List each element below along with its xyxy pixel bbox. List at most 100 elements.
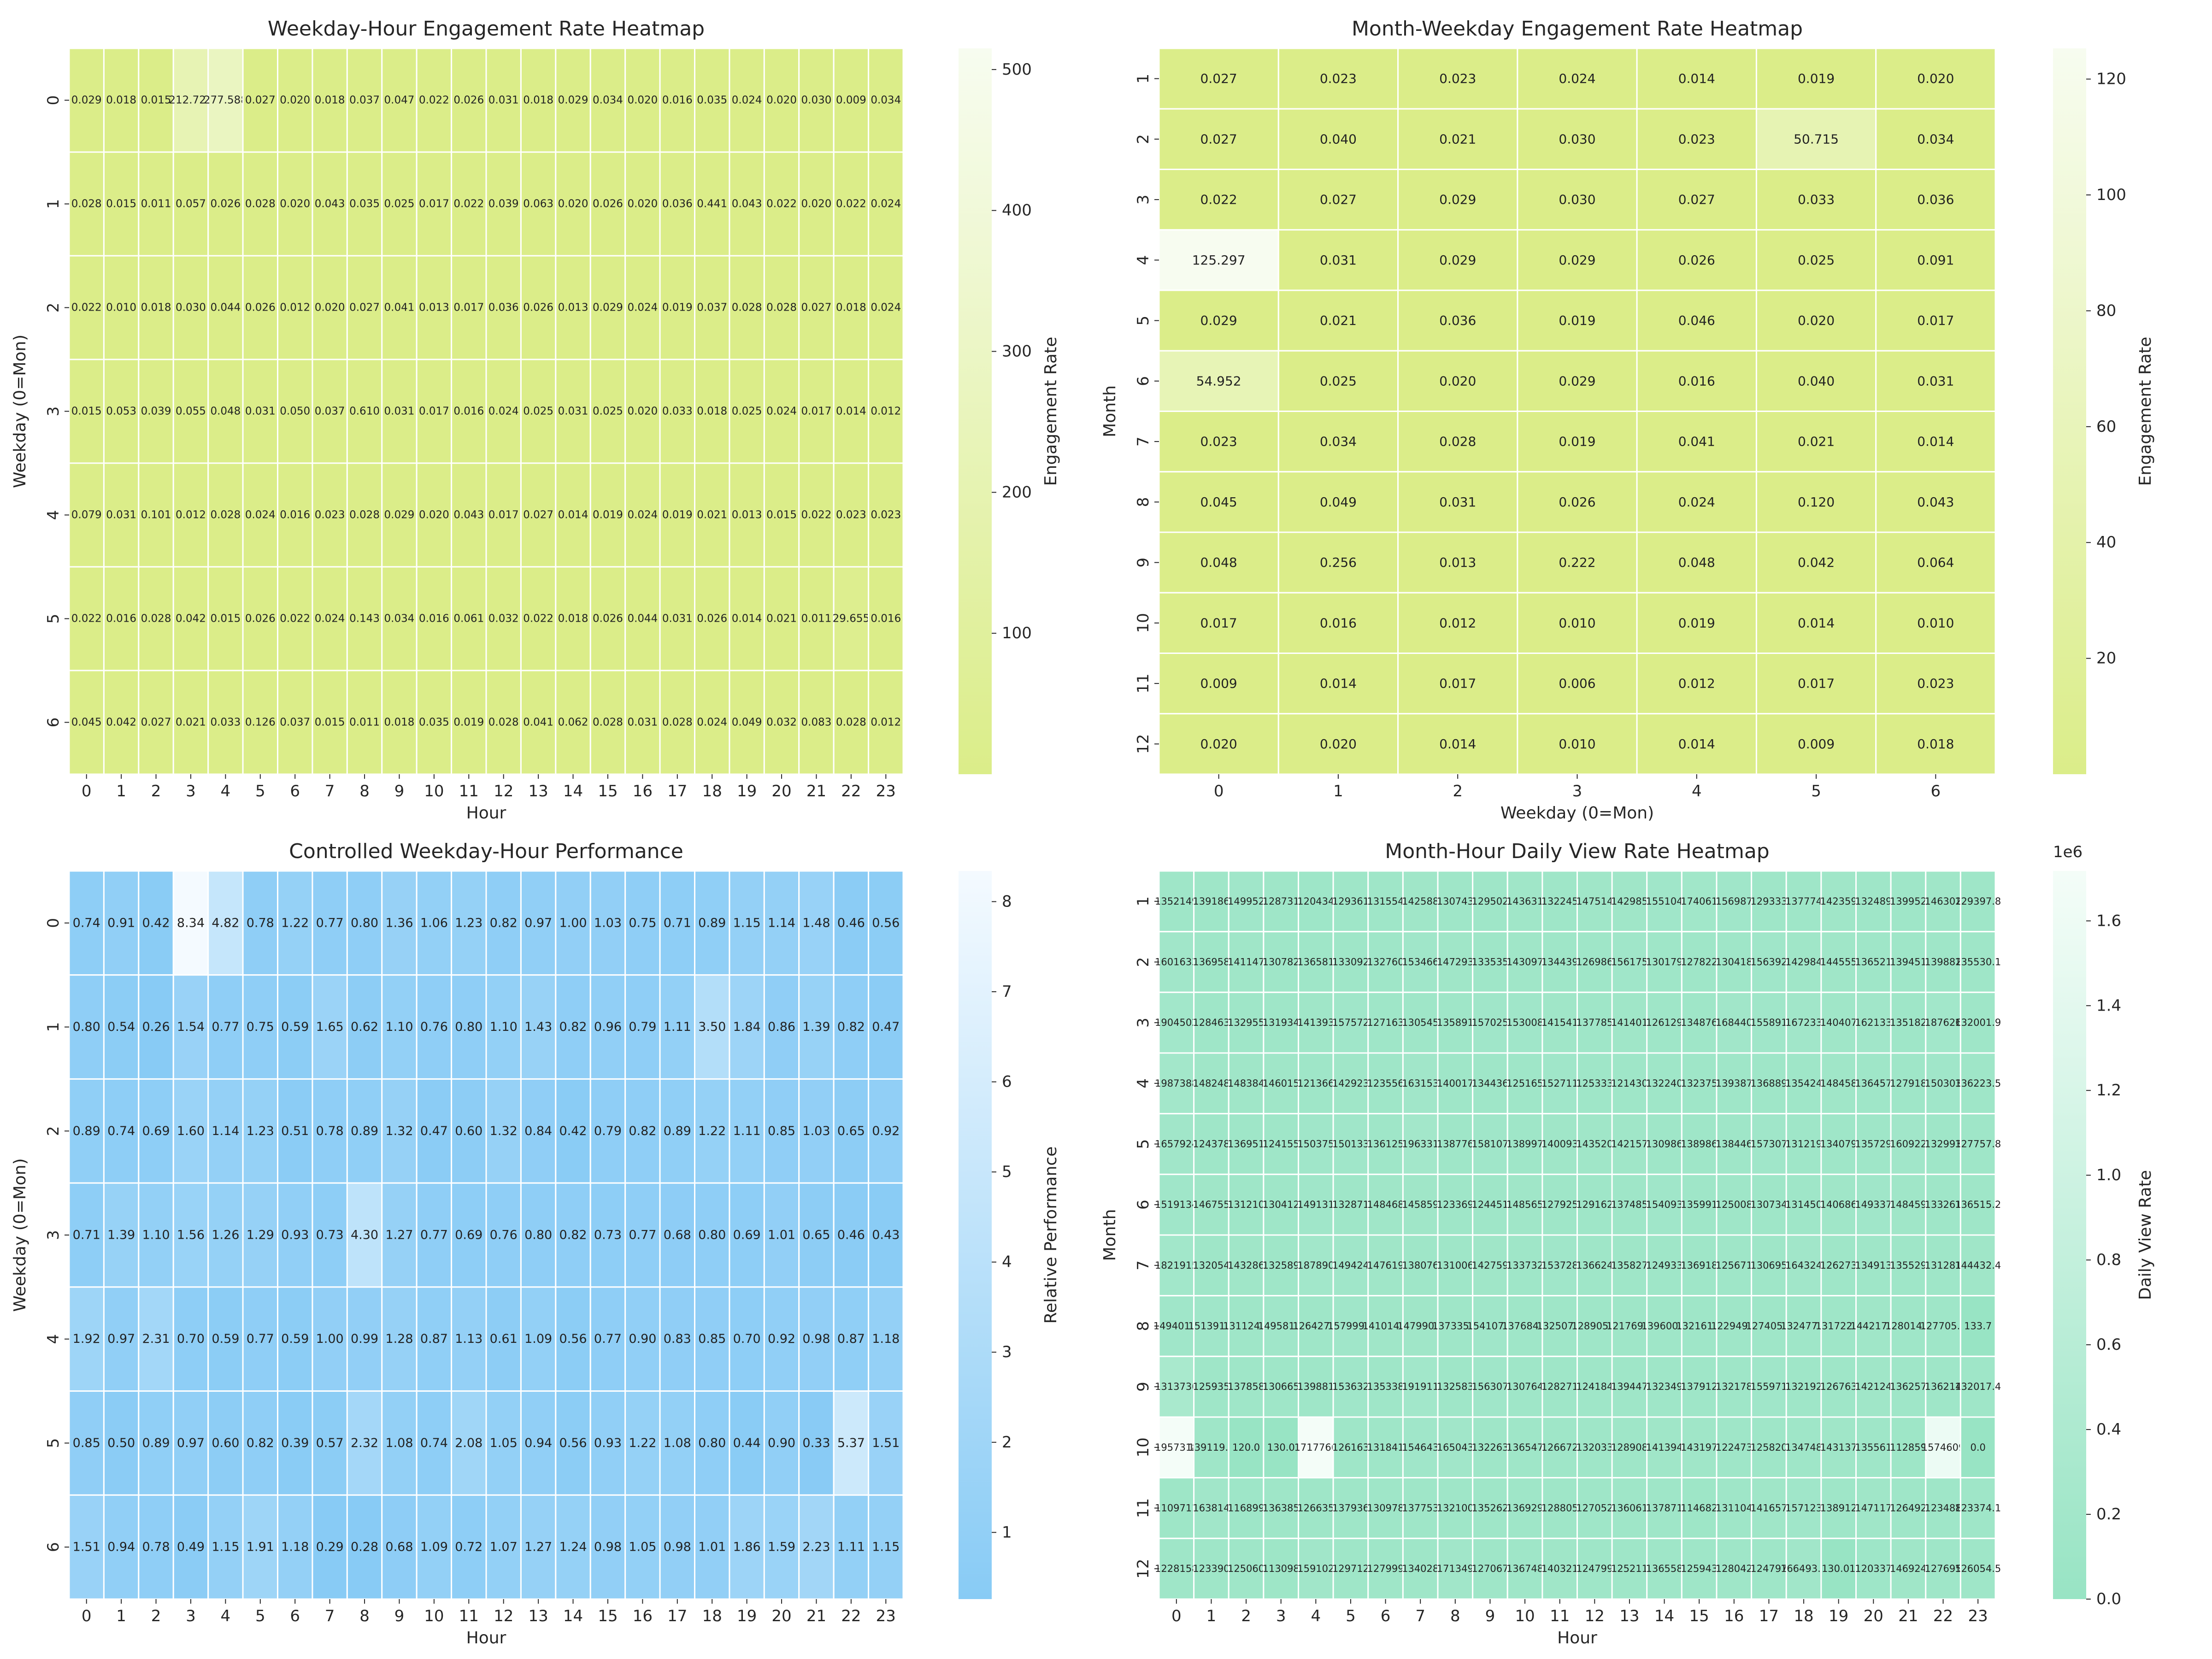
cell-value-label: 0.222	[1559, 555, 1595, 570]
cell-value-label: 0.012	[1678, 676, 1715, 691]
heatmap-cell	[1875, 108, 1996, 170]
cell-value-label: 130782	[1263, 957, 1300, 968]
cell-value-label: 154643	[1402, 1442, 1439, 1453]
heatmap-cell	[868, 151, 904, 257]
cell-value-label: 0.016	[1678, 373, 1715, 388]
cell-value-label: 124184	[1576, 1381, 1613, 1392]
cell-value-label: 125060	[1228, 1563, 1265, 1574]
cell-value-label: 0.73	[316, 1228, 344, 1242]
cell-value-label: 139387	[1716, 1078, 1753, 1089]
cell-value-label: 0.77	[629, 1228, 656, 1242]
y-tick-label: 4	[1134, 255, 1153, 265]
heatmap-cell	[1577, 1173, 1613, 1236]
heatmap-cell	[1820, 870, 1857, 933]
cell-value-label: 0.82	[559, 1020, 587, 1034]
cell-value-label: 0.034	[871, 94, 901, 106]
heatmap-cell	[103, 1286, 140, 1392]
heatmap-cell	[1890, 1052, 1927, 1115]
heatmap-cell	[1646, 1052, 1683, 1115]
x-tick-label: 19	[1829, 1607, 1848, 1625]
colorbar-tick-label: 1.6	[2096, 912, 2121, 930]
cell-value-label: 135424	[1785, 1078, 1822, 1089]
heatmap-cell	[1298, 1355, 1334, 1418]
cell-value-label: 0.85	[698, 1332, 726, 1346]
cell-value-label: 144217.8	[1850, 1321, 1896, 1332]
heatmap-cell	[103, 1182, 140, 1288]
cell-value-label: 1.15	[212, 1540, 239, 1554]
cell-value-label: 0.020	[1917, 71, 1954, 86]
cell-value-label: 162133	[1855, 1017, 1892, 1028]
cell-value-label: 0.023	[871, 509, 901, 521]
heatmap-cell	[1785, 931, 1822, 993]
heatmap-cell	[416, 1286, 453, 1392]
cell-value-label: 0.040	[1320, 131, 1357, 147]
cell-value-label: 1313736	[1155, 1381, 1198, 1392]
heatmap-cell	[589, 670, 626, 775]
cell-value-label: 123369	[1437, 1199, 1474, 1210]
heatmap-cell	[103, 151, 140, 257]
heatmap-cell	[1541, 1416, 1578, 1479]
heatmap-cell	[1277, 471, 1399, 533]
cell-value-label: 0.012	[871, 717, 901, 729]
cell-value-label: 136929	[1506, 1503, 1543, 1514]
cell-value-label: 0.70	[177, 1332, 205, 1346]
cell-value-label: 124797	[1750, 1563, 1787, 1574]
heatmap-cell	[624, 151, 661, 257]
colorbar-tick-label: 100	[1002, 624, 1032, 642]
cell-value-label: 0.82	[490, 916, 518, 930]
cell-value-label: 130986	[1646, 1139, 1683, 1150]
cell-value-label: 0.89	[664, 1124, 691, 1138]
cell-value-label: 140407	[1820, 1017, 1857, 1028]
heatmap-cell	[1875, 411, 1996, 473]
heatmap-cell	[868, 670, 904, 775]
heatmap-cell	[485, 566, 522, 671]
heatmap-cell	[694, 1182, 730, 1288]
y-tick-label: 6	[1134, 1200, 1153, 1210]
heatmap-cell	[1875, 653, 1996, 715]
cell-value-label: 167233	[1785, 1017, 1822, 1028]
heatmap-cell	[1263, 1416, 1299, 1479]
y-tick-label: 5	[1134, 316, 1153, 326]
cell-value-label: 0.043	[1917, 494, 1954, 510]
cell-value-label: 0.031	[1439, 494, 1476, 510]
heatmap-cell	[798, 151, 835, 257]
heatmap-cell	[1541, 1355, 1578, 1418]
cell-value-label: 0.083	[801, 717, 832, 729]
cell-value-label: 0.83	[664, 1332, 691, 1346]
heatmap-cell	[1646, 1295, 1683, 1357]
cell-value-label: 0.019	[1678, 615, 1715, 630]
cell-value-label: 0.034	[1320, 434, 1357, 449]
cell-value-label: 0.92	[768, 1332, 795, 1346]
heatmap-cell	[485, 462, 522, 568]
cell-value-label: 126492	[1890, 1503, 1927, 1514]
chart-title: Weekday-Hour Engagement Rate Heatmap	[268, 17, 705, 41]
heatmap-cell	[1890, 1537, 1927, 1600]
cell-value-label: 0.92	[872, 1124, 900, 1138]
cell-value-label: 1.14	[212, 1124, 239, 1138]
heatmap-cell	[1611, 1477, 1648, 1539]
heatmap-cell	[1437, 1234, 1474, 1297]
cell-value-label: 0.75	[247, 1020, 274, 1034]
cell-value-label: 0.017	[801, 406, 832, 418]
colorbar-tick-label: 0.8	[2096, 1251, 2121, 1269]
colorbar	[2053, 48, 2086, 774]
cell-value-label: 0.98	[664, 1540, 691, 1554]
heatmap-cell	[1263, 1113, 1299, 1175]
y-tick-label: 5	[1134, 1139, 1153, 1149]
x-tick-label: 14	[563, 1607, 583, 1625]
heatmap-cell	[1402, 1295, 1439, 1357]
cell-value-label: 2.31	[142, 1332, 170, 1346]
heatmap-cell	[312, 566, 348, 671]
x-tick-label: 5	[1811, 782, 1821, 800]
cell-value-label: 0.027	[1678, 192, 1715, 207]
cell-value-label: 1.39	[802, 1020, 830, 1034]
cell-value-label: 0.024	[627, 302, 658, 314]
cell-value-label: 0.018	[384, 717, 415, 729]
cell-value-label: 149337	[1855, 1199, 1892, 1210]
cell-value-label: 0.037	[280, 717, 310, 729]
cell-value-label: 163814	[1193, 1503, 1230, 1514]
cell-value-label: 1.48	[802, 916, 830, 930]
heatmap-cell	[485, 974, 522, 1080]
heatmap-cell	[520, 974, 557, 1080]
cell-value-label: 133092	[1332, 957, 1369, 968]
